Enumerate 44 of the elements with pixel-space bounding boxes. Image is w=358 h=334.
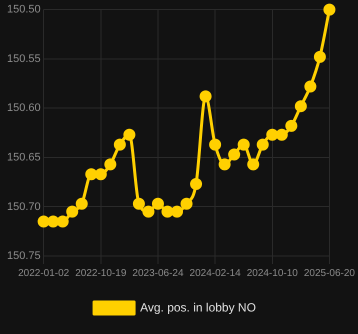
x-tick-label: 2023-06-24 — [132, 268, 184, 279]
point — [85, 168, 98, 180]
point — [56, 216, 69, 228]
y-tick-label: 150.75 — [6, 250, 41, 262]
point — [47, 216, 60, 228]
point — [304, 80, 316, 92]
point — [228, 148, 240, 160]
point — [276, 128, 288, 141]
point — [285, 120, 298, 132]
point — [114, 138, 126, 151]
point — [238, 138, 250, 151]
point — [200, 90, 212, 102]
point — [180, 198, 193, 210]
point — [247, 158, 260, 170]
y-tick-label: 150.50 — [6, 4, 41, 16]
point — [152, 198, 164, 210]
y-tick-label: 150.65 — [6, 151, 41, 164]
point — [256, 138, 269, 151]
point — [104, 158, 116, 170]
x-tick-label: 2024-02-14 — [190, 268, 242, 279]
point — [123, 128, 136, 141]
x-tick-label: 2022-10-19 — [75, 268, 127, 279]
point — [142, 206, 154, 218]
y-tick-label: 150.55 — [6, 52, 41, 65]
point — [171, 206, 184, 218]
point — [132, 198, 145, 210]
x-tick-label: 2025-06-20 — [304, 268, 356, 279]
point — [209, 138, 222, 151]
point — [218, 158, 231, 170]
x-tick-label: 2022-01-02 — [18, 268, 70, 279]
point — [294, 100, 307, 112]
point — [323, 4, 336, 16]
point — [314, 50, 326, 63]
y-tick-label: 150.60 — [6, 102, 41, 114]
point — [76, 198, 88, 210]
point — [66, 206, 78, 218]
point — [266, 128, 278, 141]
point — [38, 216, 50, 228]
x-tick-label: 2024-10-10 — [246, 268, 298, 279]
point — [190, 178, 202, 190]
point — [94, 168, 107, 180]
y-tick-label: 150.70 — [6, 200, 41, 213]
point — [161, 206, 174, 218]
legend-label: Avg. pos. in lobby NO — [140, 300, 256, 314]
